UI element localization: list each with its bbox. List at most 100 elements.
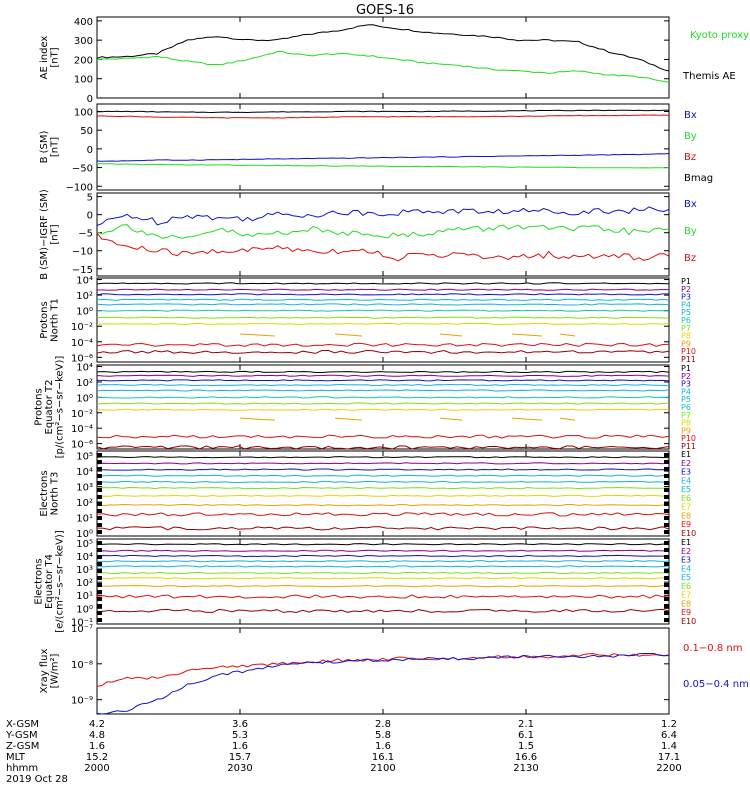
footer-value: 2.1 bbox=[518, 719, 534, 730]
flux-line bbox=[97, 561, 669, 562]
footer-value: 6.1 bbox=[518, 730, 534, 741]
legend-entry: E7 bbox=[681, 503, 691, 512]
y-tick-label: 5 bbox=[87, 193, 93, 204]
flux-line bbox=[97, 550, 669, 551]
y-tick-label: 10⁵ bbox=[76, 539, 93, 550]
legend-entry: E10 bbox=[681, 617, 696, 626]
flux-line bbox=[97, 609, 669, 612]
y-tick-label: 10⁻⁹ bbox=[71, 696, 93, 707]
legend-entry: E6 bbox=[681, 582, 691, 591]
y-axis-label: [nT] bbox=[49, 137, 60, 157]
edge-mark bbox=[97, 618, 102, 622]
footer-value: 1.5 bbox=[518, 741, 534, 752]
y-tick-label: 10² bbox=[76, 291, 93, 302]
y-axis-label: [nT] bbox=[49, 224, 60, 244]
legend-entry: E3 bbox=[681, 556, 691, 565]
footer-value: 4.2 bbox=[89, 719, 105, 730]
legend-entry: E10 bbox=[681, 529, 696, 538]
edge-mark bbox=[664, 555, 669, 559]
edge-mark bbox=[97, 530, 102, 534]
flux-line bbox=[97, 435, 669, 438]
legend-entry: E9 bbox=[681, 608, 691, 617]
edge-mark bbox=[664, 516, 669, 520]
footer-value: 1.2 bbox=[661, 719, 677, 730]
flux-line bbox=[440, 418, 462, 420]
flux-line bbox=[97, 555, 669, 556]
edge-mark bbox=[97, 495, 102, 499]
flux-line bbox=[97, 527, 669, 530]
footer-value: 2200 bbox=[656, 763, 681, 774]
legend-entry: Bmag bbox=[684, 173, 713, 184]
y-tick-label: 100 bbox=[74, 107, 93, 118]
flux-line bbox=[97, 481, 669, 482]
y-axis-label: B (SM) bbox=[39, 130, 50, 163]
series-line bbox=[97, 154, 669, 162]
edge-mark bbox=[664, 474, 669, 478]
y-tick-label: 10² bbox=[76, 578, 93, 589]
flux-line bbox=[97, 505, 669, 506]
flux-line bbox=[97, 469, 669, 470]
series-line bbox=[97, 110, 669, 112]
edge-mark bbox=[664, 548, 669, 552]
y-tick-label: 10⁻⁷ bbox=[71, 624, 93, 635]
series-line bbox=[97, 164, 669, 168]
edge-mark bbox=[97, 516, 102, 520]
flux-line bbox=[97, 566, 669, 567]
edge-mark bbox=[664, 590, 669, 594]
y-tick-label: 10⁻² bbox=[71, 322, 93, 333]
footer-value: 2130 bbox=[513, 763, 538, 774]
footer-value: 5.3 bbox=[232, 730, 248, 741]
legend-entry: E4 bbox=[681, 564, 691, 573]
edge-mark bbox=[664, 618, 669, 622]
edge-mark bbox=[97, 453, 102, 457]
panel-frame bbox=[97, 193, 669, 276]
y-axis-label: AE index bbox=[39, 36, 50, 80]
y-tick-label: 10⁻⁴ bbox=[71, 338, 93, 349]
footer-date: 2019 Oct 28 bbox=[6, 774, 68, 785]
legend-entry: E4 bbox=[681, 476, 691, 485]
footer-row-label: MLT bbox=[6, 752, 26, 763]
series-line bbox=[97, 654, 669, 687]
flux-line bbox=[97, 294, 669, 295]
legend-entry: P11 bbox=[681, 355, 696, 364]
flux-line bbox=[97, 495, 669, 496]
footer-layer: X-GSMY-GSMZ-GSMMLThhmm4.24.81.615.220003… bbox=[5, 719, 682, 785]
y-tick-label: 10⁰ bbox=[76, 393, 93, 404]
legend-entry: E8 bbox=[681, 511, 691, 520]
y-axis-label: Electrons bbox=[34, 558, 45, 604]
flux-line bbox=[97, 323, 669, 324]
edge-mark bbox=[97, 488, 102, 492]
y-tick-label: 10⁻⁶ bbox=[71, 440, 93, 451]
footer-value: 16.1 bbox=[372, 752, 394, 763]
footer-value: 15.7 bbox=[229, 752, 251, 763]
flux-line bbox=[512, 418, 542, 420]
flux-line bbox=[97, 544, 669, 545]
flux-line bbox=[440, 334, 462, 336]
flux-line bbox=[560, 418, 575, 420]
y-tick-label: 0 bbox=[87, 211, 93, 222]
edge-mark bbox=[664, 467, 669, 471]
footer-value: 6.4 bbox=[661, 730, 677, 741]
edge-mark bbox=[97, 509, 102, 513]
edge-mark bbox=[664, 453, 669, 457]
y-tick-label: 10³ bbox=[76, 483, 93, 494]
footer-value: 2100 bbox=[370, 763, 395, 774]
series-line bbox=[97, 225, 669, 239]
y-tick-label: 10⁰ bbox=[76, 307, 93, 318]
y-tick-label: 10¹ bbox=[76, 513, 93, 524]
footer-value: 2.8 bbox=[375, 719, 391, 730]
edge-mark bbox=[97, 548, 102, 552]
flux-line bbox=[97, 304, 669, 305]
y-axis-label: [p/(cm²−s−sr−keV)] bbox=[55, 356, 66, 459]
footer-value: 2000 bbox=[84, 763, 109, 774]
legend-entry: E8 bbox=[681, 599, 691, 608]
flux-line bbox=[97, 289, 669, 290]
legend-entry: Bx bbox=[684, 199, 697, 210]
edge-mark bbox=[664, 611, 669, 615]
legend-entry: Themis AE bbox=[682, 71, 736, 82]
